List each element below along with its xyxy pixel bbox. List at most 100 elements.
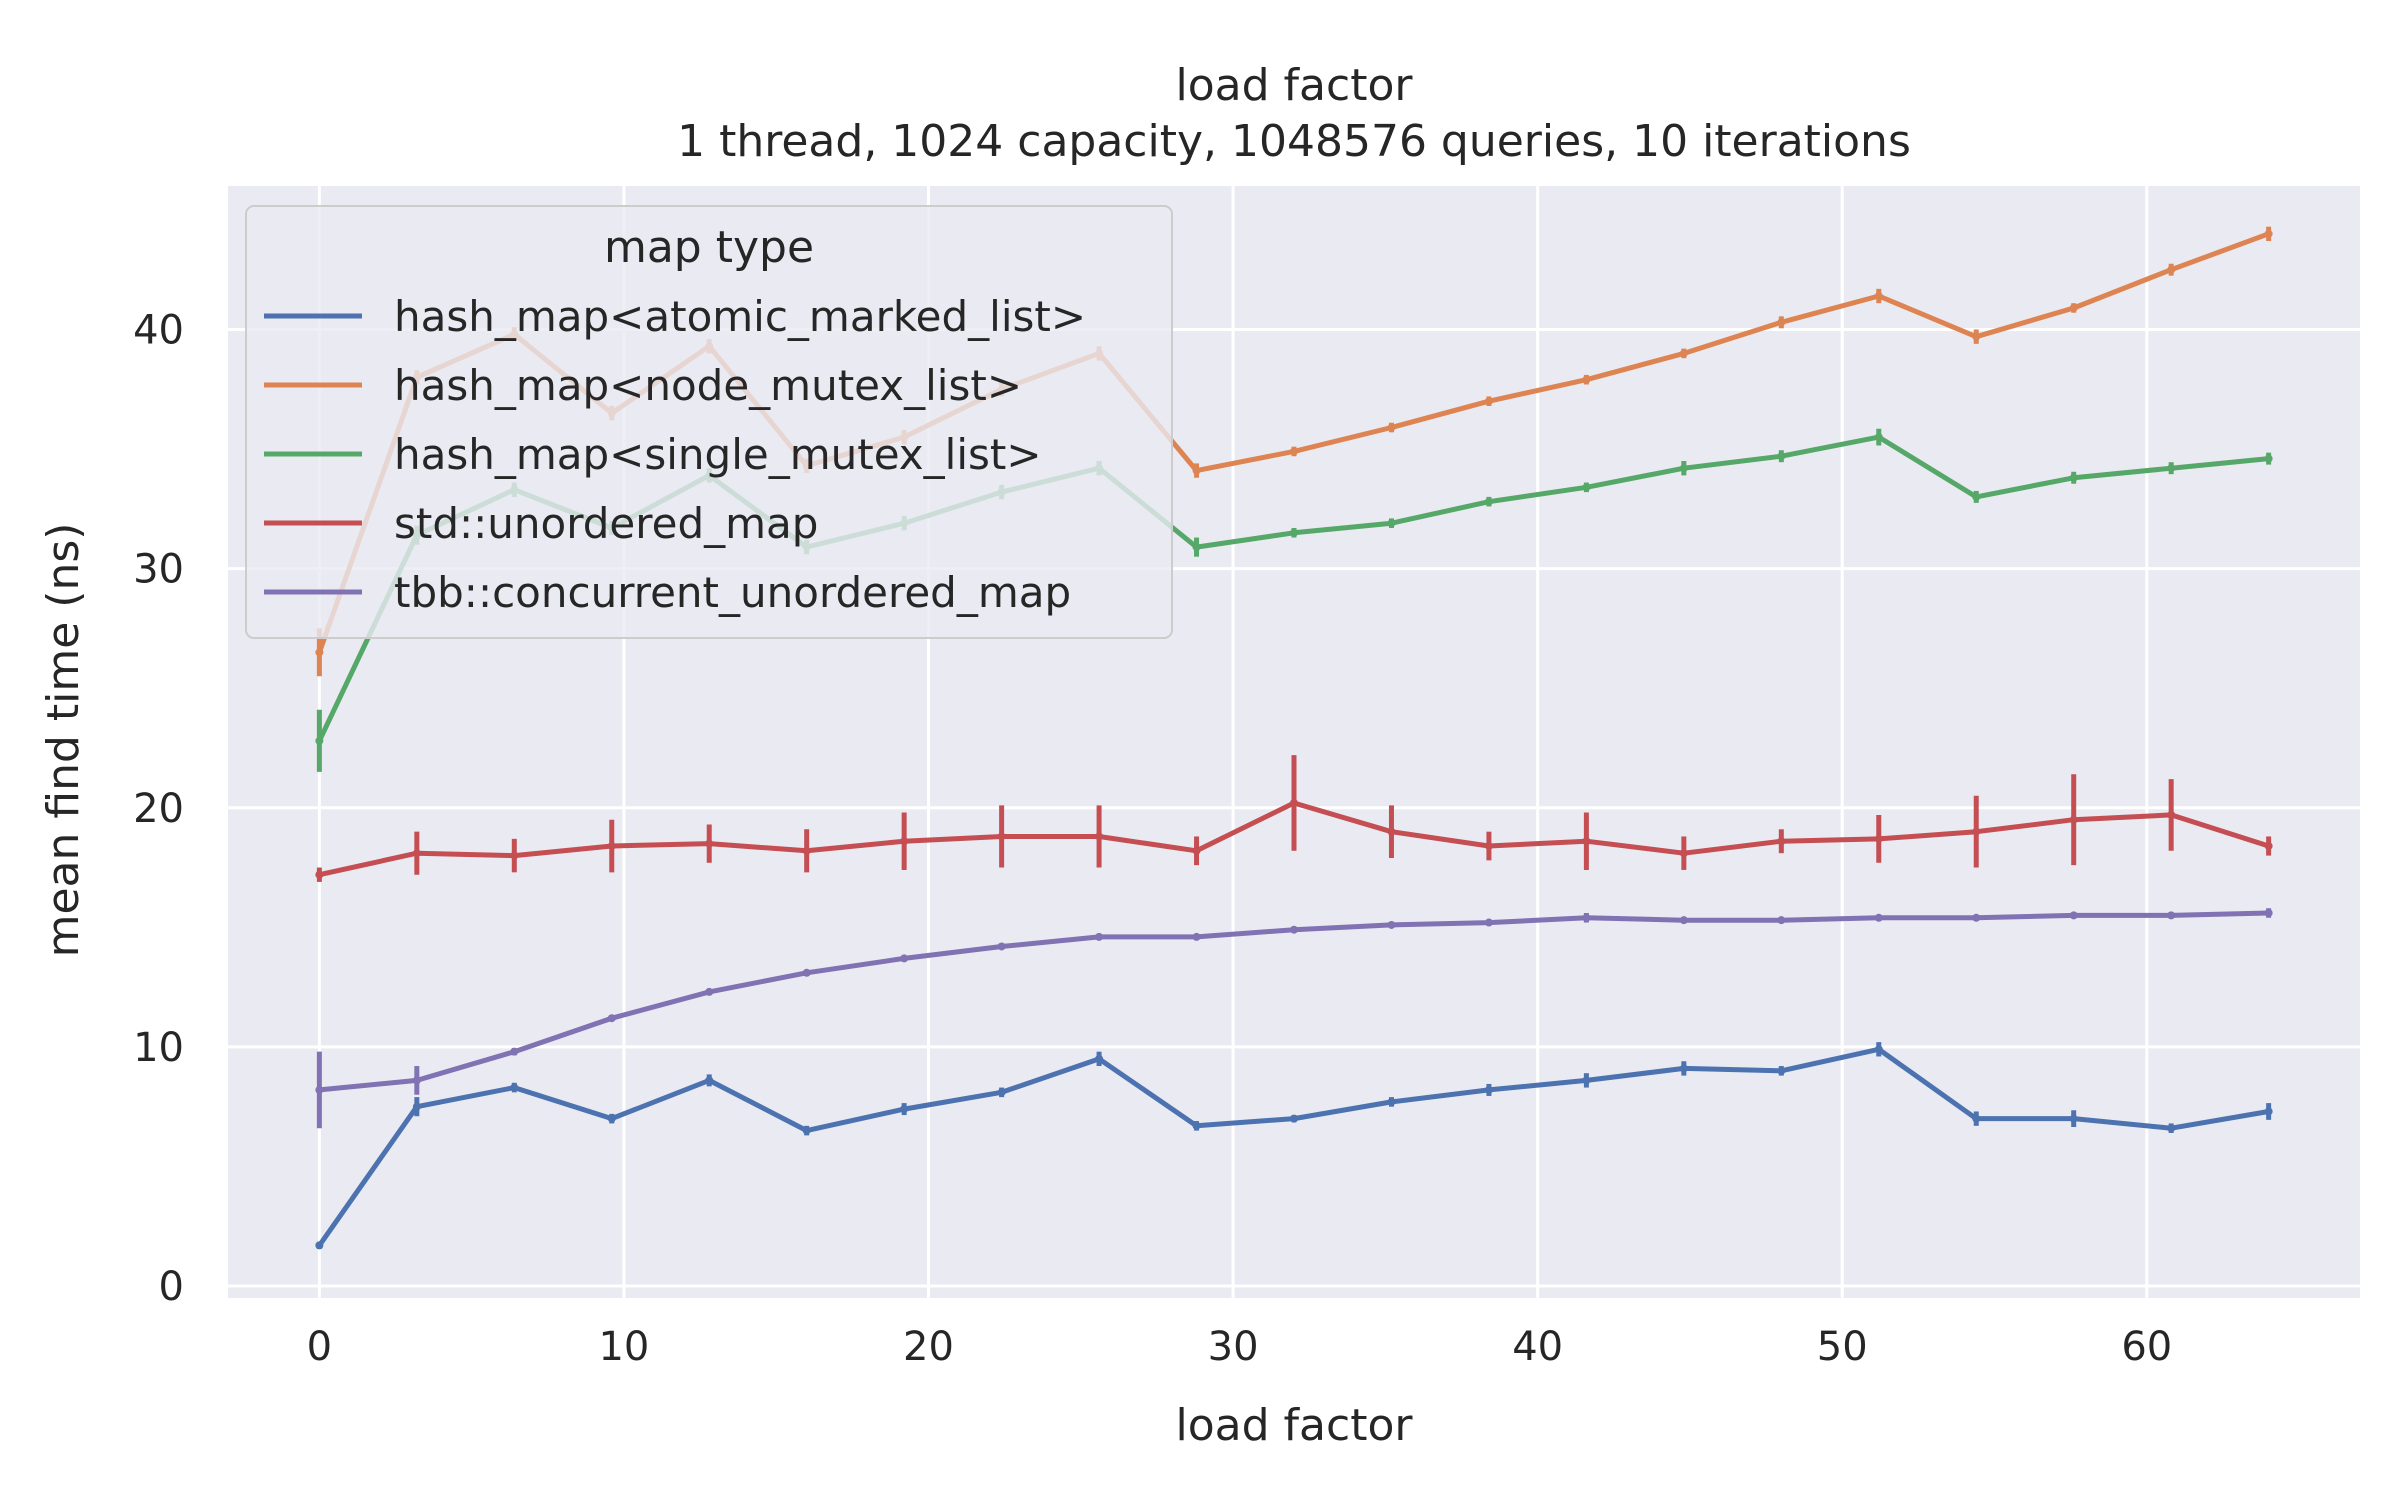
data-point (2069, 815, 2078, 824)
data-point (2069, 473, 2078, 482)
x-tick-label: 20 (903, 1324, 954, 1370)
data-point (2264, 454, 2273, 463)
legend: map type hash_map<atomic_marked_list>has… (245, 205, 1173, 639)
legend-label: std::unordered_map (394, 499, 818, 548)
data-point (997, 942, 1006, 951)
x-tick-label: 50 (1817, 1324, 1868, 1370)
data-point (1484, 918, 1493, 927)
data-point (1582, 375, 1591, 384)
data-point (1290, 1114, 1298, 1123)
legend-entry: tbb::concurrent_unordered_map (264, 568, 1071, 617)
x-tick-label: 10 (598, 1324, 649, 1370)
data-point (1972, 827, 1981, 836)
data-point (1290, 447, 1298, 456)
data-point (1777, 916, 1786, 925)
data-point (1387, 423, 1396, 432)
legend-entry: hash_map<atomic_marked_list> (264, 292, 1086, 341)
data-point (802, 1126, 811, 1135)
data-point (1290, 925, 1298, 934)
data-point (802, 846, 811, 855)
data-point (1972, 492, 1981, 501)
x-tick-label: 40 (1512, 1324, 1563, 1370)
data-point (1679, 1064, 1688, 1073)
legend-entry: std::unordered_map (264, 499, 818, 548)
data-point (1192, 543, 1201, 552)
x-tick-label: 30 (1208, 1324, 1259, 1370)
data-point (705, 987, 714, 996)
data-point (1874, 433, 1883, 442)
chart-subtitle: 1 thread, 1024 capacity, 1048576 queries… (677, 116, 1911, 167)
legend-label: hash_map<single_mutex_list> (394, 430, 1042, 479)
y-tick-label: 10 (133, 1025, 184, 1071)
data-point (1777, 837, 1786, 846)
data-point (1972, 1114, 1981, 1123)
data-point (1582, 913, 1591, 922)
data-point (2069, 303, 2078, 312)
data-point (705, 839, 714, 848)
data-point (1387, 519, 1396, 528)
data-point (510, 1047, 519, 1056)
data-point (900, 837, 909, 846)
data-point (2167, 810, 2176, 819)
data-point (1484, 842, 1493, 851)
data-point (1582, 837, 1591, 846)
data-point (412, 849, 421, 858)
data-point (1777, 452, 1786, 461)
data-point (2264, 842, 2273, 851)
data-point (997, 832, 1006, 841)
data-point (1972, 332, 1981, 341)
data-point (2069, 1114, 2078, 1123)
data-point (1777, 318, 1786, 327)
data-point (315, 648, 324, 657)
x-axis-label: load factor (1176, 1400, 1414, 1451)
data-point (1679, 349, 1688, 358)
data-point (315, 870, 324, 879)
series-4 (315, 908, 2273, 1129)
tick-layer: 0 10 20 30 40 50 60 0 10 20 30 40 (133, 307, 2172, 1370)
data-point (2264, 908, 2273, 917)
series-0 (315, 1042, 2273, 1250)
data-point (1095, 832, 1104, 841)
data-point (607, 1114, 616, 1123)
y-tick-label: 40 (133, 307, 184, 353)
data-point (2069, 911, 2078, 920)
data-point (900, 1105, 909, 1114)
data-point (1387, 827, 1396, 836)
data-point (1874, 834, 1883, 843)
x-tick-label: 60 (2121, 1324, 2172, 1370)
data-point (1387, 920, 1396, 929)
legend-entry: hash_map<node_mutex_list> (264, 361, 1022, 410)
data-point (2167, 265, 2176, 274)
legend-title: map type (604, 222, 814, 273)
data-point (1874, 1045, 1883, 1054)
legend-label: tbb::concurrent_unordered_map (394, 568, 1071, 617)
data-point (1290, 798, 1298, 807)
data-point (1095, 932, 1104, 941)
data-point (1484, 397, 1493, 406)
data-point (1679, 849, 1688, 858)
data-point (607, 842, 616, 851)
legend-entry: hash_map<single_mutex_list> (264, 430, 1042, 479)
data-point (315, 1241, 324, 1250)
legend-label: hash_map<atomic_marked_list> (394, 292, 1086, 341)
data-point (2264, 229, 2273, 238)
data-point (1484, 497, 1493, 506)
data-point (607, 1014, 616, 1023)
data-point (1095, 1054, 1104, 1063)
data-point (1290, 528, 1298, 537)
x-tick-label: 0 (307, 1324, 332, 1370)
data-point (2167, 464, 2176, 473)
legend-label: hash_map<node_mutex_list> (394, 361, 1022, 410)
data-point (1387, 1097, 1396, 1106)
data-point (1484, 1085, 1493, 1094)
data-point (900, 954, 909, 963)
data-point (1874, 913, 1883, 922)
data-point (1192, 466, 1201, 475)
data-point (1582, 1076, 1591, 1085)
data-point (2264, 1107, 2273, 1116)
legend-box (245, 205, 1173, 639)
data-point (412, 1076, 421, 1085)
data-point (1192, 932, 1201, 941)
data-point (1192, 1121, 1201, 1130)
